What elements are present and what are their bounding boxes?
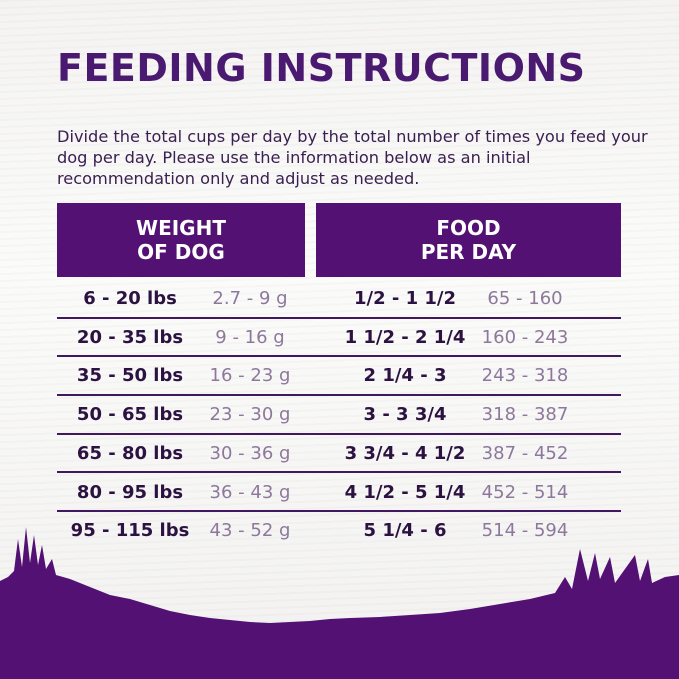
table-row: 50 - 65 lbs 23 - 30 g 3 - 3 3/4 318 - 387 <box>57 396 621 435</box>
cell-weight: 6 - 20 lbs <box>83 288 177 309</box>
header-food-per-day: FOOD PER DAY <box>316 203 621 277</box>
page-title: FEEDING INSTRUCTIONS <box>57 46 586 90</box>
row-divider <box>57 355 621 358</box>
cell-weight: 35 - 50 lbs <box>76 365 184 387</box>
table-row: 35 - 50 lbs 16 - 23 g 2 1/4 - 3 243 - 318 <box>57 357 621 397</box>
row-divider <box>57 316 621 319</box>
row-divider <box>57 432 621 435</box>
row-divider <box>57 510 621 513</box>
cell-calories: 160 - 243 <box>481 326 569 348</box>
cell-grams: 36 - 43 g <box>209 481 291 503</box>
cell-cups: 5 1/4 - 6 <box>363 520 447 542</box>
cell-cups: 3 3/4 - 4 1/2 <box>344 442 466 464</box>
table-row: 6 - 20 lbs 2.7 - 9 g 1/2 - 1 1/2 65 - 160 <box>57 280 621 319</box>
row-divider <box>57 394 621 397</box>
cell-cups: 3 - 3 3/4 <box>363 404 447 426</box>
header-line: OF DOG <box>137 240 225 264</box>
cell-grams: 16 - 23 g <box>209 365 291 387</box>
cell-grams: 23 - 30 g <box>209 404 291 426</box>
header-weight-of-dog: WEIGHT OF DOG <box>57 203 305 277</box>
intro-text: Divide the total cups per day by the tot… <box>57 127 648 188</box>
cell-cups: 4 1/2 - 5 1/4 <box>344 481 466 503</box>
cell-cups: 1/2 - 1 1/2 <box>353 288 457 309</box>
cell-cups: 2 1/4 - 3 <box>363 365 447 387</box>
cell-calories: 318 - 387 <box>481 404 569 426</box>
cell-weight: 65 - 80 lbs <box>76 442 184 464</box>
cell-cups: 1 1/2 - 2 1/4 <box>344 326 466 348</box>
cell-grams: 2.7 - 9 g <box>212 288 288 309</box>
table-row: 65 - 80 lbs 30 - 36 g 3 3/4 - 4 1/2 387 - 4… <box>57 435 621 474</box>
table-row: 95 - 115 lbs 43 - 52 g 5 1/4 - 6 514 - 594 <box>57 512 621 551</box>
cell-weight: 80 - 95 lbs <box>76 481 184 503</box>
cell-weight: 95 - 115 lbs <box>70 520 190 542</box>
cell-calories: 65 - 160 <box>487 288 563 309</box>
cell-calories: 243 - 318 <box>481 365 569 387</box>
cell-calories: 452 - 514 <box>481 481 569 503</box>
cell-grams: 30 - 36 g <box>209 442 291 464</box>
cell-grams: 43 - 52 g <box>209 520 291 542</box>
header-line: FOOD <box>436 216 501 240</box>
table-row: 80 - 95 lbs 36 - 43 g 4 1/2 - 5 1/4 452 - 5… <box>57 474 621 513</box>
row-divider <box>57 471 621 474</box>
cell-calories: 387 - 452 <box>481 442 569 464</box>
header-line: PER DAY <box>420 240 517 264</box>
cell-weight: 50 - 65 lbs <box>76 404 184 426</box>
cell-calories: 514 - 594 <box>481 520 569 542</box>
table-row: 20 - 35 lbs 9 - 16 g 1 1/2 - 2 1/4 160 - 24… <box>57 319 621 358</box>
cell-weight: 20 - 35 lbs <box>76 326 184 348</box>
cell-grams: 9 - 16 g <box>215 326 285 348</box>
grass-silhouette <box>0 527 679 679</box>
header-line: WEIGHT <box>136 216 226 240</box>
